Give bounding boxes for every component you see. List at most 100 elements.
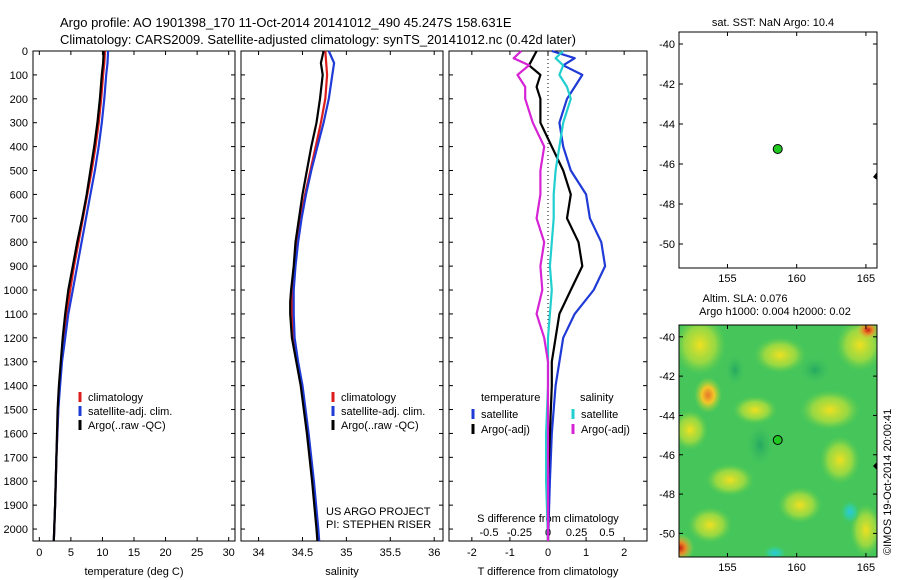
series-line xyxy=(527,50,584,541)
x-axis-label: salinity xyxy=(325,566,359,578)
sla-map-panel: 155 160 165 -40 -42 -44 -46 -48 -50 xyxy=(659,324,878,574)
y-tick-label: 500 xyxy=(10,166,28,178)
imos-side-label: ©IMOS 19-Oct-2014 20:00:41 xyxy=(882,409,894,555)
project-label: US ARGO PROJECT xyxy=(326,506,431,518)
header-line-2: Climatology: CARS2009. Satellite-adjuste… xyxy=(60,32,576,47)
y-tick-label: 1300 xyxy=(4,357,28,369)
y-tick-label: -50 xyxy=(659,528,675,540)
header-line-1: Argo profile: AO 1901398_170 11-Oct-2014… xyxy=(60,15,512,30)
x-tick-label: 15 xyxy=(128,547,140,559)
top-tick-label: -0.25 xyxy=(507,527,532,539)
y-tick-label: 800 xyxy=(10,237,28,249)
y-tick-label: -46 xyxy=(659,450,675,462)
y-tick-label: 400 xyxy=(10,142,28,154)
x-tick-label: -2 xyxy=(467,547,477,559)
x-tick-label: 155 xyxy=(718,273,736,285)
x-tick-label: 160 xyxy=(788,273,806,285)
legend-header: temperature xyxy=(481,392,540,404)
x-tick-label: 165 xyxy=(857,562,875,574)
y-tick-label: 600 xyxy=(10,189,28,201)
sst-map-panel: 155 160 165 -40 -42 -44 -46 -48 -50 xyxy=(659,31,878,285)
series-line xyxy=(292,50,336,542)
legend-label: Argo(-adj) xyxy=(481,424,530,436)
x-tick-label: 34.5 xyxy=(292,547,313,559)
y-tick-label: 1500 xyxy=(4,405,28,417)
y-tick-label: 700 xyxy=(10,213,28,225)
y-tick-label: 200 xyxy=(10,94,28,106)
y-tick-label: -44 xyxy=(659,410,675,422)
x-tick-label: 0 xyxy=(36,547,42,559)
pi-label: PI: STEPHEN RISER xyxy=(326,519,431,531)
top-tick-label: 0.5 xyxy=(599,527,614,539)
x-axis-label: temperature (deg C) xyxy=(84,566,183,578)
x-tick-label: 155 xyxy=(718,562,736,574)
x-tick-label: 20 xyxy=(159,547,171,559)
plot-frame xyxy=(240,50,444,542)
x-tick-label: 34 xyxy=(252,547,264,559)
y-tick-label: -40 xyxy=(659,39,675,51)
sla-map-frame xyxy=(678,324,878,558)
argo-position-marker xyxy=(772,435,783,446)
legend-header: salinity xyxy=(580,392,614,404)
y-tick-label: 0 xyxy=(22,46,28,58)
x-tick-label: 25 xyxy=(191,547,203,559)
sla-title-2: Argo h1000: 0.004 h2000: 0.02 xyxy=(699,306,851,318)
y-tick-label: 1800 xyxy=(4,476,28,488)
sla-heatmap xyxy=(679,325,877,557)
y-tick-label: 1100 xyxy=(4,309,28,321)
y-tick-label: 1900 xyxy=(4,500,28,512)
x-tick-label: 165 xyxy=(857,273,875,285)
sla-title-1: Altim. SLA: 0.076 xyxy=(703,293,788,305)
x-tick-label: 1 xyxy=(583,547,589,559)
y-tick-label: -46 xyxy=(659,159,675,171)
y-tick-label: 1200 xyxy=(4,333,28,345)
legend-label: satellite xyxy=(481,409,518,421)
x-tick-label: 35.5 xyxy=(380,547,401,559)
legend-label: satellite xyxy=(581,409,618,421)
x-tick-label: -1 xyxy=(505,547,515,559)
x-tick-label: 160 xyxy=(788,562,806,574)
y-tick-label: -44 xyxy=(659,119,675,131)
x-tick-label: 5 xyxy=(68,547,74,559)
sst-map-edge-mark xyxy=(873,172,877,180)
series-line xyxy=(546,49,607,542)
temperature-panel: 0 5 10 15 20 25 30 temperature (deg C) 0 100 200 30… xyxy=(4,46,236,578)
top-tick-label: -0.5 xyxy=(479,527,498,539)
y-tick-label: 1000 xyxy=(4,285,28,297)
legend-label: climatology xyxy=(341,392,397,404)
y-tick-label: -50 xyxy=(659,239,675,251)
y-tick-label: -48 xyxy=(659,489,675,501)
x-tick-label: 10 xyxy=(96,547,108,559)
x-tick-label: 0 xyxy=(545,547,551,559)
x-axis-label: T difference from climatology xyxy=(478,566,619,578)
x-tick-label: 36 xyxy=(428,547,440,559)
salinity-panel: 34 34.5 35 35.5 36 salinity climatology satelli… xyxy=(240,50,444,578)
top-tick-label: 0.25 xyxy=(566,527,587,539)
y-tick-label: -42 xyxy=(659,79,675,91)
x-tick-label: 35 xyxy=(340,547,352,559)
legend-label: satellite-adj. clim. xyxy=(341,406,425,418)
y-tick-label: 900 xyxy=(10,261,28,273)
series-line xyxy=(512,50,550,541)
sla-map-edge-mark xyxy=(873,462,877,470)
legend-label: Argo(..raw -QC) xyxy=(341,420,419,432)
legend-label: satellite-adj. clim. xyxy=(88,406,172,418)
argo-position-marker xyxy=(772,144,783,154)
legend-label: Argo(-adj) xyxy=(581,424,630,436)
series-line xyxy=(52,50,105,542)
x-tick-label: 30 xyxy=(223,547,235,559)
series-line xyxy=(289,50,325,542)
legend-label: climatology xyxy=(88,392,144,404)
y-tick-label: 1600 xyxy=(4,428,28,440)
y-tick-label: -48 xyxy=(659,199,675,211)
x-tick-label: 2 xyxy=(621,547,627,559)
y-tick-label: 100 xyxy=(10,70,28,82)
sst-map-title: sat. SST: NaN Argo: 10.4 xyxy=(712,17,834,29)
y-tick-label: 2000 xyxy=(4,524,28,536)
y-tick-label: 1400 xyxy=(4,381,28,393)
plot-frame xyxy=(32,50,236,542)
y-tick-label: 300 xyxy=(10,118,28,130)
y-tick-label: -42 xyxy=(659,371,675,383)
legend-label: Argo(..raw -QC) xyxy=(88,420,166,432)
